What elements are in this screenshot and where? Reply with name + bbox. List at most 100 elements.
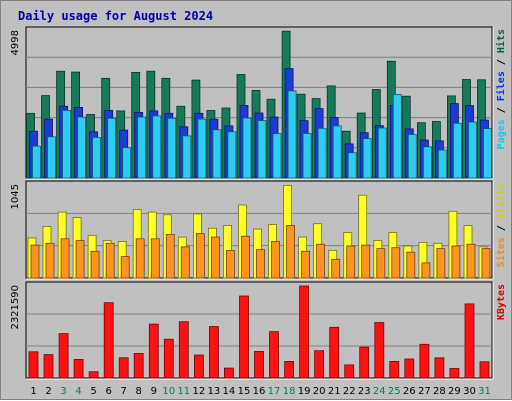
bar-middle-sites-day-30: Sites 30: 380: [466, 243, 476, 279]
panel-top-legend: Pages / Files / Hits: [495, 29, 507, 149]
bar-middle-sites-day-26: Sites 26: 290: [406, 251, 416, 279]
bar-bottom-kbytes-day-28: KBytes 28: 510000: [434, 357, 445, 379]
bar-top-pages-day-24: Pages 24: 1700: [377, 127, 387, 179]
bar-bottom-kbytes-day-30: KBytes 30: 1870000: [464, 303, 475, 379]
day-label-4: 4: [75, 386, 81, 397]
day-label-9: 9: [151, 386, 157, 397]
bar-bottom-kbytes-day-3: KBytes 3: 1120000: [58, 333, 69, 379]
bar-bottom-kbytes-day-4: KBytes 4: 470000: [73, 358, 84, 379]
legend-entry: Files: [495, 71, 507, 101]
bar-bottom-kbytes-day-9: KBytes 9: 1360000: [148, 323, 159, 379]
bar-top-pages-day-15: Pages 15: 2040: [242, 117, 252, 179]
bar-middle-sites-day-3: Sites 3: 440: [60, 238, 70, 279]
bar-bottom-kbytes-day-25: KBytes 25: 420000: [389, 360, 400, 379]
bar-middle-sites-day-9: Sites 9: 440: [150, 238, 160, 279]
legend-entry: /: [496, 101, 507, 119]
day-label-22: 22: [343, 386, 356, 397]
day-label-6: 6: [106, 386, 112, 397]
bar-top-pages-day-28: Pages 28: 950: [437, 149, 447, 179]
bar-top-pages-day-11: Pages 11: 1430: [182, 135, 192, 179]
bar-bottom-kbytes-day-5: KBytes 5: 160000: [88, 371, 99, 379]
bar-top-pages-day-14: Pages 14: 1570: [227, 131, 237, 179]
day-axis: 1 2 3 4 5 6 7 8 9 10 11 12 13 14 15 16 17 18 19 20 21 22 23 24 2…: [30, 386, 491, 397]
day-label-3: 3: [60, 386, 66, 397]
bar-bottom-kbytes-day-2: KBytes 2: 590000: [43, 354, 54, 379]
bar-bottom-kbytes-day-8: KBytes 8: 620000: [133, 352, 144, 379]
bar-middle-sites-day-22: Sites 22: 360: [346, 245, 356, 279]
bar-middle-sites-day-14: Sites 14: 310: [225, 249, 235, 279]
day-label-8: 8: [136, 386, 142, 397]
bar-bottom-kbytes-day-11: KBytes 11: 1420000: [178, 321, 189, 379]
bar-top-pages-day-23: Pages 23: 1340: [362, 138, 372, 179]
bar-middle-sites-day-19: Sites 19: 300: [301, 250, 311, 279]
bar-bottom-kbytes-day-29: KBytes 29: 240000: [449, 368, 460, 379]
bar-middle-sites-day-28: Sites 28: 330: [436, 248, 446, 279]
bar-middle-sites-day-20: Sites 20: 380: [316, 243, 326, 279]
panel-bottom: 2321590 KBytes KBytes 1: 660000 KBytes 2: 5…: [10, 281, 507, 380]
bar-bottom-kbytes-day-7: KBytes 7: 510000: [118, 357, 129, 379]
bar-middle-sites-day-5: Sites 5: 300: [90, 250, 100, 279]
bar-middle-sites-day-17: Sites 17: 410: [271, 241, 280, 279]
panel-bottom-ymax-label: 2321590: [10, 285, 21, 330]
panel-middle-ymax-label: 1045: [10, 184, 21, 209]
day-label-16: 16: [253, 386, 266, 397]
legend-entry: Visits: [495, 183, 507, 219]
bar-bottom-kbytes-day-18: KBytes 18: 420000: [284, 360, 295, 379]
bar-top-pages-day-31: Pages 31: 1680: [483, 128, 492, 179]
bar-top-pages-day-19: Pages 19: 1510: [302, 133, 312, 179]
bar-middle-sites-day-31: Sites 31: 330: [481, 248, 491, 279]
bar-top-pages-day-25: Pages 25: 2840: [392, 94, 402, 179]
day-label-14: 14: [223, 386, 236, 397]
legend-entry: Sites: [495, 237, 507, 267]
day-label-15: 15: [238, 386, 251, 397]
day-label-20: 20: [313, 386, 326, 397]
panel-top-ymax-label: 4998: [10, 30, 21, 55]
day-label-31: 31: [478, 386, 491, 397]
day-label-26: 26: [403, 386, 416, 397]
bar-bottom-kbytes-day-23: KBytes 23: 780000: [359, 346, 370, 379]
bar-bottom-kbytes-day-10: KBytes 10: 980000: [163, 338, 174, 379]
bar-top-pages-day-12: Pages 12: 2000: [197, 118, 207, 179]
bar-bottom-kbytes-day-20: KBytes 20: 690000: [314, 350, 325, 379]
bar-top-pages-day-7: Pages 7: 1030: [122, 147, 132, 179]
bar-top-pages-day-1: Pages 1: 1080: [32, 145, 41, 179]
bar-top-pages-day-22: Pages 22: 860: [347, 152, 357, 179]
bar-middle-sites-day-11: Sites 11: 350: [180, 246, 190, 279]
day-label-18: 18: [283, 386, 296, 397]
bar-bottom-kbytes-day-12: KBytes 12: 580000: [193, 354, 204, 379]
bar-top-pages-day-13: Pages 13: 1640: [212, 129, 222, 179]
day-label-19: 19: [298, 386, 311, 397]
day-label-10: 10: [162, 386, 175, 397]
panel-bottom-legend: KBytes: [496, 284, 507, 320]
day-label-24: 24: [373, 386, 386, 397]
bar-bottom-kbytes-day-17: KBytes 17: 1170000: [269, 331, 279, 379]
legend-entry: /: [496, 219, 507, 237]
bar-middle-sites-day-27: Sites 27: 170: [421, 262, 431, 279]
day-label-29: 29: [448, 386, 461, 397]
bar-top-pages-day-17: Pages 17: 1510: [272, 133, 282, 179]
bar-middle-sites-day-15: Sites 15: 470: [241, 235, 250, 279]
legend-entry: Pages: [496, 119, 507, 149]
bar-bottom-kbytes-day-27: KBytes 27: 850000: [419, 343, 430, 379]
bar-bottom-kbytes-day-15: KBytes 15: 2070000: [239, 295, 249, 379]
bar-middle-sites-day-12: Sites 12: 500: [195, 233, 205, 279]
bar-bottom-kbytes-day-19: KBytes 19: 2321590: [299, 285, 310, 379]
day-label-1: 1: [30, 386, 36, 397]
bar-bottom-kbytes-day-1: KBytes 1: 660000: [28, 351, 39, 379]
legend-entry: Hits: [495, 29, 507, 53]
bar-middle-sites-day-16: Sites 16: 320: [256, 249, 265, 279]
bar-top-pages-day-3: Pages 3: 2300: [62, 110, 71, 179]
day-label-17: 17: [268, 386, 281, 397]
bar-middle-sites-day-18: Sites 18: 590: [286, 225, 296, 279]
chart-title: Daily usage for August 2024: [18, 9, 213, 23]
bar-bottom-kbytes-day-6: KBytes 6: 1900000: [103, 302, 114, 379]
bar-middle-sites-day-2: Sites 2: 390: [45, 242, 55, 279]
day-label-11: 11: [177, 386, 190, 397]
bar-top-pages-day-2: Pages 2: 1400: [47, 136, 56, 179]
bar-top-pages-day-9: Pages 9: 2110: [152, 115, 162, 179]
bar-middle-sites-day-23: Sites 23: 370: [361, 244, 371, 279]
